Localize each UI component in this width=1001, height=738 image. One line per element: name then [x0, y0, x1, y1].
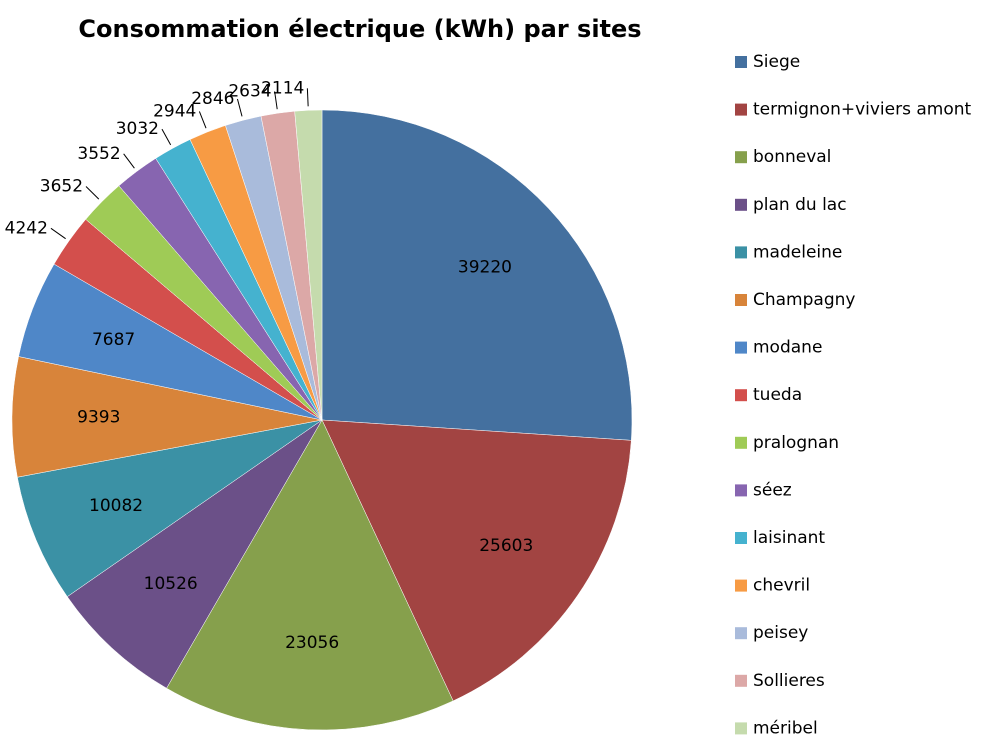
legend-label: Siege: [753, 52, 800, 72]
legend-label: Champagny: [753, 290, 855, 310]
legend-label: séez: [753, 480, 792, 500]
legend-label: peisey: [753, 623, 808, 643]
pie-slice: [294, 109, 323, 421]
legend-swatch: [735, 722, 747, 735]
pie-slice: [166, 419, 454, 731]
legend-swatch: [735, 579, 747, 592]
pie-slice: [321, 419, 632, 702]
data-label: 2114: [261, 78, 304, 98]
data-label: 9393: [77, 408, 120, 428]
legend-swatch: [735, 198, 747, 211]
legend-label: pralognan: [753, 433, 839, 453]
leader-line: [123, 153, 135, 169]
chart-title: Consommation électrique (kWh) par sites: [78, 15, 641, 43]
legend-label: modane: [753, 338, 822, 358]
data-label: 7687: [92, 330, 135, 350]
leader-line: [306, 88, 309, 107]
leader-line: [274, 91, 278, 110]
leader-line: [50, 227, 66, 240]
data-label: 3552: [77, 144, 120, 164]
legend-swatch: [735, 484, 747, 497]
data-label: 10082: [89, 496, 143, 516]
legend-swatch: [735, 627, 747, 640]
legend-swatch: [735, 103, 747, 116]
legend-label: méribel: [753, 718, 818, 738]
legend-swatch: [735, 341, 747, 354]
legend-swatch: [735, 532, 747, 544]
legend-swatch: [735, 56, 747, 68]
legend-label: laisinant: [753, 528, 825, 548]
data-label: 10526: [144, 574, 198, 594]
data-label: 4242: [5, 218, 48, 238]
pie-slice: [11, 356, 323, 478]
leader-line: [161, 128, 172, 146]
legend-label: termignon+viviers amont: [753, 100, 972, 120]
legend-swatch: [735, 246, 747, 259]
legend-label: tueda: [753, 385, 802, 405]
legend-swatch: [735, 151, 747, 164]
legend-label: Sollieres: [753, 671, 825, 691]
legend-swatch: [735, 674, 747, 687]
data-label: 39220: [458, 257, 512, 277]
legend-swatch: [735, 294, 747, 306]
legend-label: plan du lac: [753, 195, 847, 215]
leader-line: [236, 98, 243, 117]
legend-swatch: [735, 389, 747, 402]
data-label: 2846: [191, 89, 234, 109]
data-label: 25603: [479, 536, 533, 556]
data-label: 3652: [40, 176, 83, 196]
legend-label: madeleine: [753, 242, 842, 262]
legend-swatch: [735, 436, 747, 449]
legend-label: chevril: [753, 576, 810, 596]
pie-slice: [17, 419, 323, 598]
pie-slice: [321, 109, 633, 441]
data-label: 3032: [116, 119, 159, 139]
data-label: 2634: [228, 81, 271, 101]
leader-line: [198, 111, 207, 129]
data-label: 23056: [285, 633, 339, 653]
legend-label: bonneval: [753, 147, 831, 167]
data-label: 2944: [153, 101, 196, 121]
leader-line: [85, 186, 100, 200]
pie-slice: [66, 419, 323, 689]
